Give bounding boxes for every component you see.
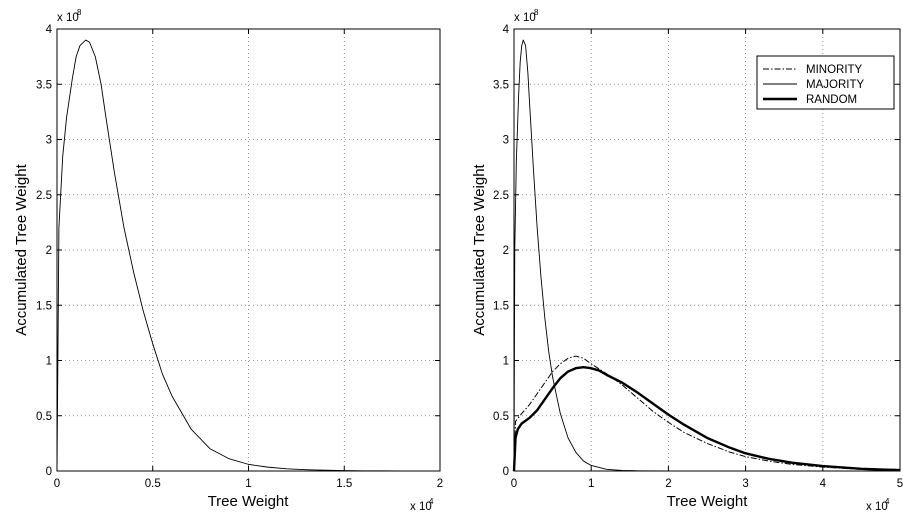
right-y-multiplier: x 10 — [514, 12, 536, 24]
legend-minority-label: MINORITY — [806, 64, 863, 76]
left-x-exponent: 4 — [429, 497, 434, 506]
legend-majority-label: MAJORITY — [806, 79, 864, 91]
right-chart: 0 1 2 3 4 500.511.522.533.54 x 10 8 x 10 4 Tr… — [471, 8, 903, 513]
left-x-tick-label: 0 — [54, 478, 60, 490]
left-x-tick-label: 2 — [437, 478, 443, 490]
right-x-tick-label: 0 — [511, 478, 517, 490]
right-grid — [514, 29, 900, 471]
left-y-exponent: 8 — [77, 8, 82, 17]
legend: MINORITY MAJORITY RANDOM — [756, 55, 895, 110]
right-y-tick-label: 1.5 — [493, 300, 509, 312]
left-y-tick-label: 0 — [46, 466, 52, 478]
right-x-tick-label: 3 — [742, 478, 748, 490]
left-y-multiplier: x 10 — [57, 12, 79, 24]
left-series — [56, 39, 440, 472]
left-y-tick-label: 0.5 — [36, 411, 52, 423]
left-series-line-series-0 — [56, 39, 440, 472]
right-y-tick-label: 3.5 — [493, 79, 509, 91]
legend-random-label: RANDOM — [806, 94, 857, 106]
left-y-tick-label: 2.5 — [36, 190, 52, 202]
left-x-tick-label: 1 — [245, 478, 251, 490]
right-x-tick-label: 1 — [588, 478, 594, 490]
left-grid — [57, 29, 440, 471]
right-y-tick-label: 4 — [503, 24, 510, 36]
left-y-tick-label: 1.5 — [36, 300, 52, 312]
right-x-tick-label: 2 — [665, 478, 671, 490]
right-x-tick-label: 4 — [820, 478, 827, 490]
left-y-tick-label: 3 — [46, 135, 52, 147]
left-y-axis-label: Accumulated Tree Weight — [13, 163, 30, 335]
right-x-multiplier: x 10 — [866, 501, 888, 513]
right-y-tick-label: 0 — [503, 466, 509, 478]
left-ticks: 0 0.5 1 1.5 2 0 0.5 1 1.5 2 2.5 3 3.5 4 — [36, 24, 443, 490]
right-ticks: 0 1 2 3 4 5 0 0.5 1 1.5 2 2.5 3 3.5 4 — [493, 24, 903, 490]
right-y-tick-label: 0.5 — [493, 411, 509, 423]
right-series-line-random — [512, 365, 901, 472]
left-chart: 0 0.5 1 1.5 2 0 0.5 1 1.5 2 2.5 3 3.5 4 x 10 8 x 10 4… — [13, 8, 443, 513]
right-x-tick-label: 5 — [897, 478, 903, 490]
right-x-exponent: 4 — [885, 497, 890, 506]
right-y-exponent: 8 — [534, 8, 539, 17]
right-y-tick-label: 2.5 — [493, 190, 509, 202]
left-y-tick-label: 1 — [46, 356, 52, 368]
right-y-tick-label: 2 — [503, 245, 509, 257]
left-x-tick-label: 1.5 — [336, 478, 352, 490]
left-x-tick-label: 0.5 — [145, 478, 161, 490]
left-y-tick-label: 2 — [46, 245, 52, 257]
right-y-axis-label: Accumulated Tree Weight — [471, 163, 488, 335]
left-y-tick-label: 3.5 — [36, 79, 52, 91]
right-y-tick-label: 3 — [503, 135, 509, 147]
left-x-axis-label: Tree Weight — [208, 493, 290, 510]
right-y-tick-label: 1 — [503, 356, 509, 368]
left-x-multiplier: x 10 — [410, 501, 432, 513]
left-y-tick-label: 4 — [46, 24, 53, 36]
right-x-axis-label: Tree Weight — [667, 493, 749, 510]
